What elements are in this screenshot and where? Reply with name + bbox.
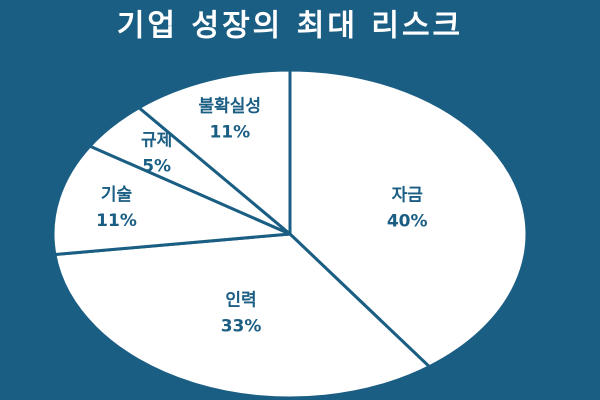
pie-slice xyxy=(53,232,432,400)
slice-label: 인력 xyxy=(225,290,256,310)
pie-slice xyxy=(136,68,292,238)
chart-title: 기업 성장의 최대 리스크 xyxy=(117,9,463,44)
slice-label: 규제 xyxy=(141,131,172,151)
slice-label: 자금 xyxy=(392,186,424,206)
value-label: 11% xyxy=(96,211,137,231)
pie-slice xyxy=(51,144,291,257)
value-label: 33% xyxy=(221,316,262,336)
value-label: 40% xyxy=(387,212,428,232)
value-label: 5% xyxy=(142,157,171,177)
pie-slice xyxy=(288,68,529,369)
value-label: 11% xyxy=(209,122,250,142)
slice-label: 불확실성 xyxy=(199,96,262,116)
slice-label: 기술 xyxy=(101,185,133,205)
